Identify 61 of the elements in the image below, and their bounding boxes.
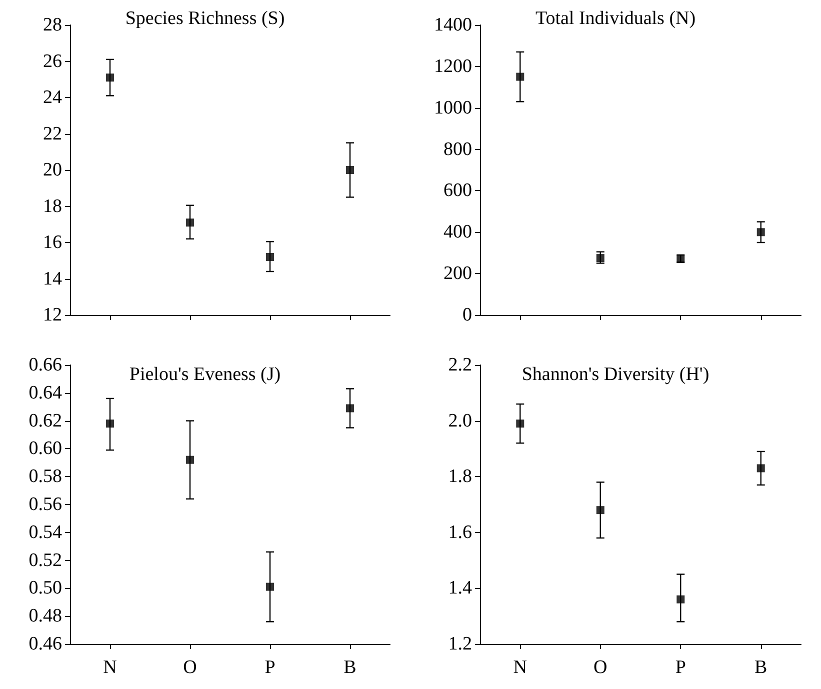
x-tick-label: B <box>344 657 356 678</box>
y-tick-label: 0.52 <box>28 550 62 571</box>
x-tick-label: N <box>103 657 118 678</box>
y-tick-label: 1200 <box>434 56 472 77</box>
y-tick-label: 2.2 <box>448 354 472 376</box>
y-tick-label: 0.54 <box>28 522 62 543</box>
y-tick-label: 16 <box>43 232 62 253</box>
y-tick-label: 22 <box>43 123 62 144</box>
y-tick-label: 20 <box>43 160 62 180</box>
y-tick-label: 0 <box>462 304 472 326</box>
chart-title: Species Richness (S) <box>125 8 285 29</box>
y-tick-label: 1.8 <box>448 466 472 488</box>
y-tick-label: 0.60 <box>28 438 62 460</box>
point <box>676 595 685 604</box>
point <box>516 420 524 428</box>
x-tick-label: O <box>183 657 197 678</box>
chart-title: Shannon's Diversity (H') <box>522 364 710 385</box>
y-tick-label: 0.46 <box>28 634 62 654</box>
point <box>186 456 194 464</box>
point <box>596 254 604 262</box>
y-tick-label: 0.56 <box>28 494 62 515</box>
x-tick-label: B <box>754 657 768 678</box>
chart-title: Pielou's Eveness (J) <box>129 364 281 385</box>
y-tick-label: 600 <box>444 180 472 202</box>
y-tick-label: 1000 <box>434 97 472 118</box>
y-tick-label: 0.48 <box>28 606 62 627</box>
point <box>346 404 354 412</box>
chart-title: Total Individuals (N) <box>535 8 696 29</box>
y-tick-label: 26 <box>43 50 62 72</box>
point <box>106 420 114 428</box>
y-tick-label: 0.66 <box>28 354 62 376</box>
y-tick-label: 0.62 <box>28 410 62 432</box>
x-tick-label: P <box>264 657 276 678</box>
y-tick-label: 2.0 <box>448 410 472 432</box>
y-tick-label: 0.64 <box>28 382 62 404</box>
point <box>266 253 274 261</box>
y-tick-label: 24 <box>43 87 62 108</box>
point <box>346 166 354 174</box>
point <box>756 228 765 236</box>
x-tick-label: O <box>594 657 608 678</box>
point <box>516 72 524 81</box>
y-tick-label: 28 <box>43 14 62 36</box>
point <box>756 464 765 472</box>
point <box>266 582 274 591</box>
y-tick-label: 14 <box>43 268 62 290</box>
point <box>106 74 114 82</box>
y-tick-label: 12 <box>43 304 62 326</box>
y-tick-label: 200 <box>444 263 472 284</box>
y-tick-label: 1.2 <box>448 634 472 654</box>
y-tick-label: 1400 <box>434 14 472 36</box>
point <box>596 506 604 514</box>
y-tick-label: 400 <box>444 222 472 243</box>
point <box>186 218 194 227</box>
y-tick-label: 18 <box>43 196 62 217</box>
x-tick-label: N <box>513 657 528 678</box>
y-tick-label: 0.58 <box>28 466 62 488</box>
y-tick-label: 0.50 <box>28 578 62 599</box>
y-tick-label: 800 <box>444 138 472 160</box>
y-tick-label: 1.4 <box>448 578 472 599</box>
x-tick-label: P <box>675 657 686 678</box>
y-tick-label: 1.6 <box>448 522 472 543</box>
